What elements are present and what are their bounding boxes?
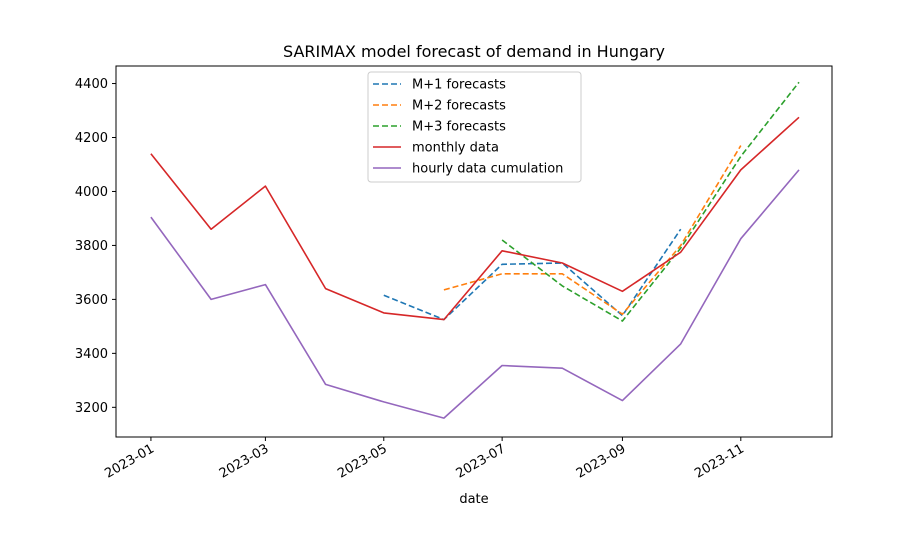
x-axis-label: date <box>459 492 488 507</box>
y-tick-label: 3800 <box>75 239 108 254</box>
y-tick-label: 3200 <box>75 401 108 416</box>
legend-box <box>367 71 582 183</box>
y-tick-label: 3600 <box>75 293 108 308</box>
y-tick-label: 4200 <box>75 131 108 146</box>
legend-label: M+2 forecasts <box>412 99 506 114</box>
y-tick-label: 4400 <box>75 77 108 92</box>
legend: M+1 forecasts M+2 forecasts M+3 forecasts m… <box>367 71 582 183</box>
y-tick-label: 4000 <box>75 185 108 200</box>
series-line-2 <box>443 145 742 316</box>
series-line-4 <box>150 116 800 321</box>
plot-frame <box>115 65 833 438</box>
plot-area <box>150 81 800 419</box>
legend-label: hourly data cumulation <box>412 162 563 177</box>
y-tick-label: 3400 <box>75 347 108 362</box>
x-tick-label: 2023-01 <box>102 441 157 481</box>
legend-label: monthly data <box>412 141 499 156</box>
series-line-3 <box>501 81 800 322</box>
chart-title: SARIMAX model forecast of demand in Hung… <box>283 42 665 61</box>
legend-label: M+3 forecasts <box>412 120 506 135</box>
series-line-5 <box>150 169 800 419</box>
legend-label: M+1 forecasts <box>412 78 506 93</box>
x-tick-label: 2023-09 <box>574 441 629 481</box>
x-tick-label: 2023-07 <box>454 441 509 481</box>
x-tick-label: 2023-11 <box>692 441 747 481</box>
x-tick-label: 2023-05 <box>335 441 390 481</box>
x-tick-label: 2023-03 <box>217 441 272 481</box>
